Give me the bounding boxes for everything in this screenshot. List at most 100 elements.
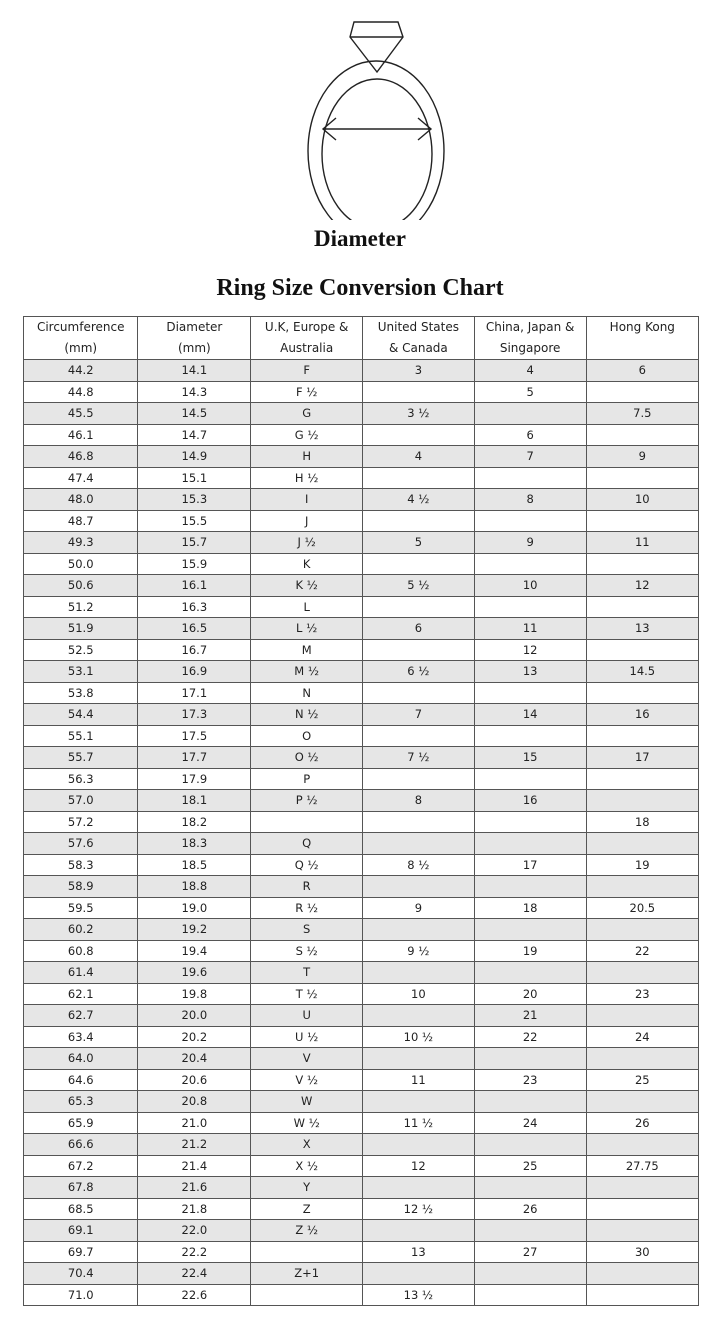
table-row: 65.9 21.0 W ½ 11 ½ 24 26 — [22, 1111, 700, 1134]
table-cell — [362, 466, 475, 489]
ring-size-table: Circumference (mm) Diameter (mm) U.K, Europe… — [22, 316, 700, 1306]
table-cell: R — [250, 875, 364, 898]
table-cell — [585, 1004, 700, 1027]
table-cell — [473, 1219, 587, 1242]
table-cell — [473, 1283, 587, 1306]
table-cell: 57.2 — [22, 810, 139, 833]
table-cell: U ½ — [250, 1025, 364, 1048]
table-cell — [585, 466, 700, 489]
table-cell: 13 — [473, 660, 587, 683]
table-cell: 8 — [473, 488, 587, 511]
table-cell: P — [250, 767, 364, 790]
table-cell: 7 — [473, 445, 587, 468]
column-header: Hong Kong — [585, 316, 700, 360]
table-cell: 17.3 — [137, 703, 252, 726]
table-row: 63.4 20.2 U ½ 10 ½ 22 24 — [22, 1025, 700, 1048]
table-cell: X ½ — [250, 1154, 364, 1177]
table-cell: 6 — [585, 359, 700, 382]
table-cell — [585, 552, 700, 575]
table-cell: 20.0 — [137, 1004, 252, 1027]
table-cell: 65.9 — [22, 1111, 139, 1134]
table-cell: 6 — [473, 423, 587, 446]
table-cell: 56.3 — [22, 767, 139, 790]
table-cell: N — [250, 681, 364, 704]
table-cell — [362, 681, 475, 704]
table-cell: K ½ — [250, 574, 364, 597]
diagram-label: Diameter — [314, 226, 406, 251]
table-cell: 9 — [585, 445, 700, 468]
table-cell: 64.6 — [22, 1068, 139, 1091]
table-cell: 11 — [473, 617, 587, 640]
table-row: 64.6 20.6 V ½ 11 23 25 — [22, 1068, 700, 1091]
column-header-line: Diameter — [166, 320, 223, 334]
table-cell: 49.3 — [22, 531, 139, 554]
table-cell: X — [250, 1133, 364, 1156]
table-cell: 14.7 — [137, 423, 252, 446]
table-cell: 70.4 — [22, 1262, 139, 1285]
table-cell: 17.7 — [137, 746, 252, 769]
table-row: 46.1 14.7 G ½ 6 — [22, 423, 700, 446]
table-cell — [362, 638, 475, 661]
column-header-line: China, Japan & — [485, 320, 575, 334]
table-cell: L ½ — [250, 617, 364, 640]
table-cell — [362, 918, 475, 941]
table-cell: 48.7 — [22, 509, 139, 532]
table-cell: 12 — [473, 638, 587, 661]
table-row: 64.0 20.4 V — [22, 1047, 700, 1070]
table-cell: 22.6 — [137, 1283, 252, 1306]
column-header-line: & Canada — [388, 341, 448, 355]
table-row: 49.3 15.7 J ½ 5 9 11 — [22, 531, 700, 554]
table-cell: 19 — [585, 853, 700, 876]
table-cell: W — [250, 1090, 364, 1113]
table-cell: O — [250, 724, 364, 747]
table-row: 52.5 16.7 M 12 — [22, 638, 700, 661]
table-row: 51.9 16.5 L ½ 6 11 13 — [22, 617, 700, 640]
table-cell: 64.0 — [22, 1047, 139, 1070]
table-cell: 15.5 — [137, 509, 252, 532]
table-row: 44.2 14.1 F 3 4 6 — [22, 359, 700, 382]
table-cell: 13 — [585, 617, 700, 640]
table-cell: 20.8 — [137, 1090, 252, 1113]
table-cell: W ½ — [250, 1111, 364, 1134]
table-cell: H ½ — [250, 466, 364, 489]
table-row: 60.2 19.2 S — [22, 918, 700, 941]
table-cell — [250, 1283, 364, 1306]
table-cell: 9 — [362, 896, 475, 919]
column-header-line: U.K, Europe & — [264, 320, 349, 334]
table-cell: 44.8 — [22, 380, 139, 403]
table-cell: 10 — [362, 982, 475, 1005]
ring-outer — [307, 60, 445, 220]
table-cell: 20.5 — [585, 896, 700, 919]
table-cell — [250, 810, 364, 833]
table-cell: 26 — [473, 1197, 587, 1220]
table-cell — [362, 1004, 475, 1027]
table-cell: 18.2 — [137, 810, 252, 833]
table-row: 59.5 19.0 R ½ 9 18 20.5 — [22, 896, 700, 919]
table-row: 47.4 15.1 H ½ — [22, 466, 700, 489]
table-row: 48.0 15.3 I 4 ½ 8 10 — [22, 488, 700, 511]
table-cell: 58.9 — [22, 875, 139, 898]
table-row: 67.8 21.6 Y — [22, 1176, 700, 1199]
table-row: 44.8 14.3 F ½ 5 — [22, 380, 700, 403]
table-cell: 7.5 — [585, 402, 700, 425]
table-cell: S — [250, 918, 364, 941]
table-row: 48.7 15.5 J — [22, 509, 700, 532]
table-cell: 14.1 — [137, 359, 252, 382]
table-cell — [473, 767, 587, 790]
table-cell — [362, 875, 475, 898]
table-row: 50.0 15.9 K — [22, 552, 700, 575]
table-cell: Z ½ — [250, 1219, 364, 1242]
table-cell: 52.5 — [22, 638, 139, 661]
table-row: 67.2 21.4 X ½ 12 25 27.75 — [22, 1154, 700, 1177]
table-cell: T ½ — [250, 982, 364, 1005]
table-cell: 22.2 — [137, 1240, 252, 1263]
table-row: 45.5 14.5 G 3 ½ 7.5 — [22, 402, 700, 425]
table-cell: 17 — [473, 853, 587, 876]
table-cell — [473, 402, 587, 425]
table-cell — [585, 918, 700, 941]
table-cell: U — [250, 1004, 364, 1027]
table-cell: J — [250, 509, 364, 532]
table-cell: 5 — [362, 531, 475, 554]
table-cell: S ½ — [250, 939, 364, 962]
